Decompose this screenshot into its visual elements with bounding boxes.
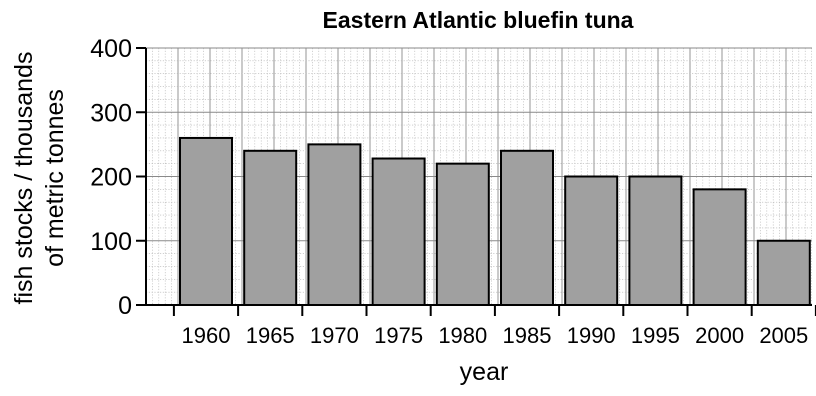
- bar-1965: [243, 149, 298, 306]
- bar-1985: [500, 149, 554, 306]
- x-tick-label-2005: 2005: [759, 323, 808, 348]
- axes: [136, 47, 816, 316]
- y-tick-label-400: 400: [90, 35, 132, 63]
- x-tick-label-1960: 1960: [182, 323, 231, 348]
- x-tick-label-1995: 1995: [631, 323, 680, 348]
- x-tick-label-1975: 1975: [374, 323, 423, 348]
- chart-title: Eastern Atlantic bluefin tuna: [323, 7, 634, 33]
- y-tick-label-200: 200: [90, 164, 132, 192]
- x-tick-label-1970: 1970: [310, 323, 359, 348]
- bar-1995: [628, 175, 683, 306]
- x-tick-label-1990: 1990: [567, 323, 616, 348]
- bar-1975: [371, 157, 426, 306]
- bar-1990: [564, 175, 619, 306]
- y-axis-label-line2: of metric tonnes: [41, 89, 69, 267]
- x-tick-label-1985: 1985: [503, 323, 552, 348]
- bar-2005: [756, 239, 811, 306]
- x-axis-label: year: [460, 358, 509, 386]
- y-tick-label-0: 0: [118, 292, 132, 320]
- x-tick-label-1965: 1965: [246, 323, 295, 348]
- y-axis-label-line1: fish stocks / thousands: [10, 52, 38, 305]
- x-tick-label-2000: 2000: [695, 323, 744, 348]
- y-tick-label-100: 100: [90, 228, 132, 256]
- bar-1970: [307, 143, 362, 306]
- y-tick-label-300: 300: [90, 99, 132, 127]
- bar-1960: [179, 136, 233, 306]
- bar-1980: [435, 162, 490, 306]
- tick-labels: 1960 1965 1970 1975 1980 1985 1990 1995 2000 2005…: [90, 35, 808, 348]
- x-tick-label-1980: 1980: [438, 323, 487, 348]
- bar-2000: [692, 188, 747, 307]
- bars: [179, 136, 811, 307]
